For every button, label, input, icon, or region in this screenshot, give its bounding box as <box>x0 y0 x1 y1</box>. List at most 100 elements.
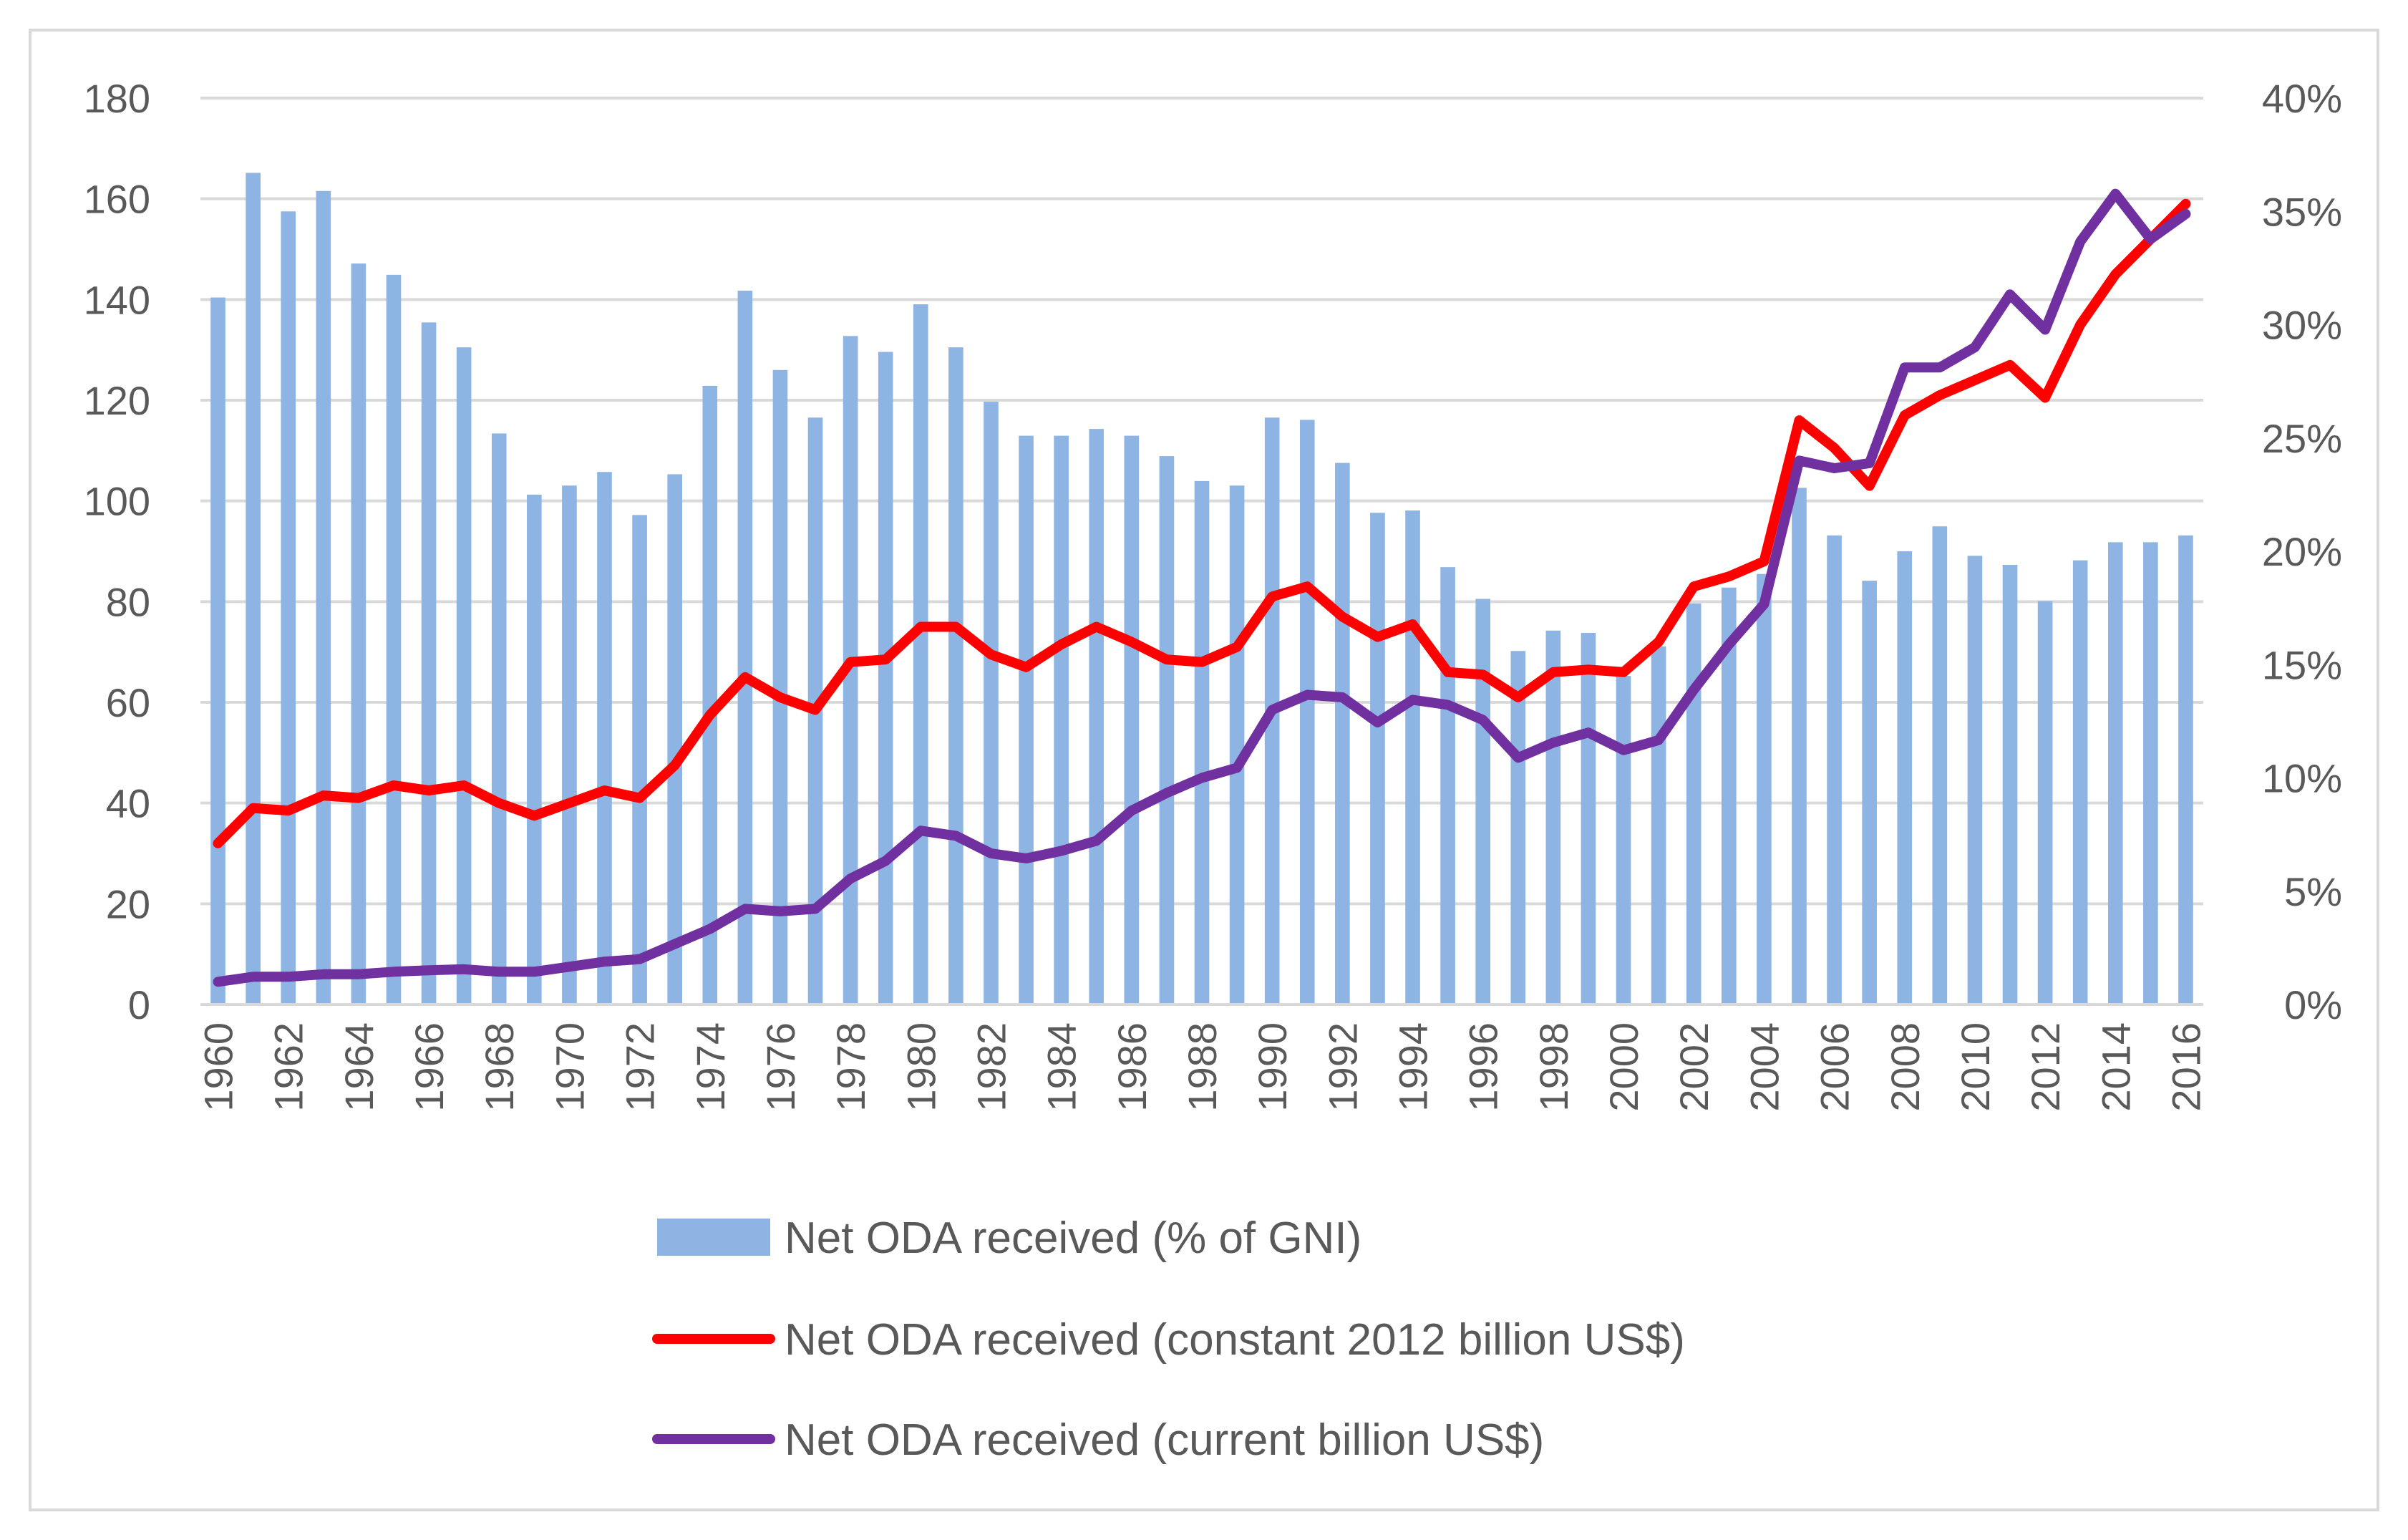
y-right-tick-label: 40% <box>2262 76 2342 121</box>
x-tick-label: 1982 <box>968 1022 1014 1112</box>
x-tick-label: 2012 <box>2023 1022 2068 1112</box>
bar <box>913 304 928 1004</box>
bar <box>984 402 999 1004</box>
y-left-tick-label: 100 <box>84 479 150 524</box>
bar <box>1827 535 1842 1004</box>
bar <box>2072 560 2088 1004</box>
x-tick-label: 1986 <box>1110 1022 1155 1112</box>
bar <box>1019 435 1034 1004</box>
x-tick-label: 2000 <box>1601 1022 1646 1112</box>
bar <box>1440 567 1455 1004</box>
x-tick-label: 2004 <box>1742 1022 1787 1112</box>
x-tick-label: 2002 <box>1671 1022 1717 1112</box>
y-right-tick-label: 30% <box>2262 303 2342 348</box>
bar <box>1475 599 1491 1004</box>
bar <box>456 347 472 1004</box>
y-left-tick-label: 60 <box>106 680 150 725</box>
x-tick-label: 1964 <box>336 1022 382 1112</box>
bar <box>421 322 437 1005</box>
bar <box>562 485 577 1004</box>
bar <box>1370 513 1385 1004</box>
legend-label: Net ODA received (current billion US$) <box>785 1415 1544 1465</box>
y-right-tick-label: 35% <box>2262 189 2342 234</box>
x-tick-label: 1968 <box>477 1022 522 1112</box>
y-right-tick-label: 5% <box>2284 869 2342 914</box>
y-right-tick-label: 10% <box>2262 756 2342 801</box>
x-tick-label: 2008 <box>1883 1022 1928 1112</box>
y-right-tick-label: 20% <box>2262 529 2342 574</box>
bar <box>2107 542 2123 1004</box>
x-tick-label: 1984 <box>1039 1022 1084 1112</box>
y-left-tick-label: 160 <box>84 177 150 222</box>
y-right-tick-label: 25% <box>2262 416 2342 461</box>
bar <box>1967 556 1983 1004</box>
line-series-current <box>213 188 2191 987</box>
x-tick-label: 2010 <box>1953 1022 1998 1112</box>
bar <box>1932 526 1948 1004</box>
bar <box>210 297 225 1004</box>
bar <box>1299 420 1315 1004</box>
x-tick-label: 1962 <box>266 1022 311 1112</box>
bar <box>2002 564 2018 1004</box>
bar <box>1581 632 1596 1004</box>
bar <box>1792 488 1807 1004</box>
x-tick-label: 1974 <box>688 1022 733 1112</box>
x-tick-label: 1998 <box>1531 1022 1576 1112</box>
y-right-tick-label: 0% <box>2284 982 2342 1027</box>
y-left-tick-label: 0 <box>128 982 150 1027</box>
x-tick-label: 1960 <box>196 1022 241 1112</box>
y-left-tick-label: 80 <box>106 579 150 624</box>
bar <box>702 385 718 1004</box>
bar <box>1686 603 1701 1004</box>
legend-label: Net ODA received (% of GNI) <box>785 1214 1361 1263</box>
bar <box>597 472 612 1004</box>
bar <box>281 211 296 1004</box>
bar <box>1089 429 1105 1004</box>
x-tick-label: 1990 <box>1250 1022 1295 1112</box>
bar <box>772 369 788 1004</box>
x-tick-label: 2016 <box>2163 1022 2208 1112</box>
y-left-tick-label: 20 <box>106 881 150 926</box>
x-tick-label: 1978 <box>828 1022 873 1112</box>
bar <box>1405 510 1420 1004</box>
x-tick-label: 1970 <box>547 1022 592 1112</box>
bar <box>2143 542 2158 1004</box>
bar <box>878 352 893 1005</box>
bar <box>1335 463 1350 1004</box>
y-left-tick-label: 120 <box>84 378 150 423</box>
bar <box>351 263 366 1004</box>
legend-swatch-bar <box>657 1219 770 1256</box>
x-tick-label: 1992 <box>1320 1022 1365 1112</box>
x-tick-label: 1996 <box>1461 1022 1506 1112</box>
x-tick-label: 1994 <box>1391 1022 1436 1112</box>
bar <box>1545 630 1561 1004</box>
bar <box>246 173 261 1004</box>
bar <box>948 347 963 1004</box>
bar <box>1229 485 1245 1004</box>
bar <box>527 494 542 1004</box>
bar <box>1722 587 1737 1004</box>
bar <box>1757 573 1772 1004</box>
bar <box>1194 480 1210 1004</box>
x-tick-label: 1988 <box>1180 1022 1225 1112</box>
x-tick-label: 1976 <box>758 1022 803 1112</box>
bar <box>1862 581 1877 1004</box>
bar <box>1124 435 1140 1004</box>
bar <box>1159 456 1175 1004</box>
bar <box>737 291 753 1004</box>
y-left-tick-label: 40 <box>106 781 150 826</box>
bar <box>1897 551 1913 1004</box>
y-right-tick-label: 15% <box>2262 642 2342 687</box>
x-tick-label: 2006 <box>1812 1022 1858 1112</box>
y-left-tick-label: 140 <box>84 277 150 322</box>
x-tick-label: 1972 <box>618 1022 663 1112</box>
bar <box>632 515 647 1004</box>
bar <box>2037 601 2053 1004</box>
bar <box>1510 651 1526 1004</box>
bar <box>1651 646 1666 1004</box>
legend-label: Net ODA received (constant 2012 billion … <box>785 1315 1685 1365</box>
bar <box>667 474 682 1004</box>
bar <box>316 190 331 1004</box>
bar <box>2178 535 2193 1004</box>
